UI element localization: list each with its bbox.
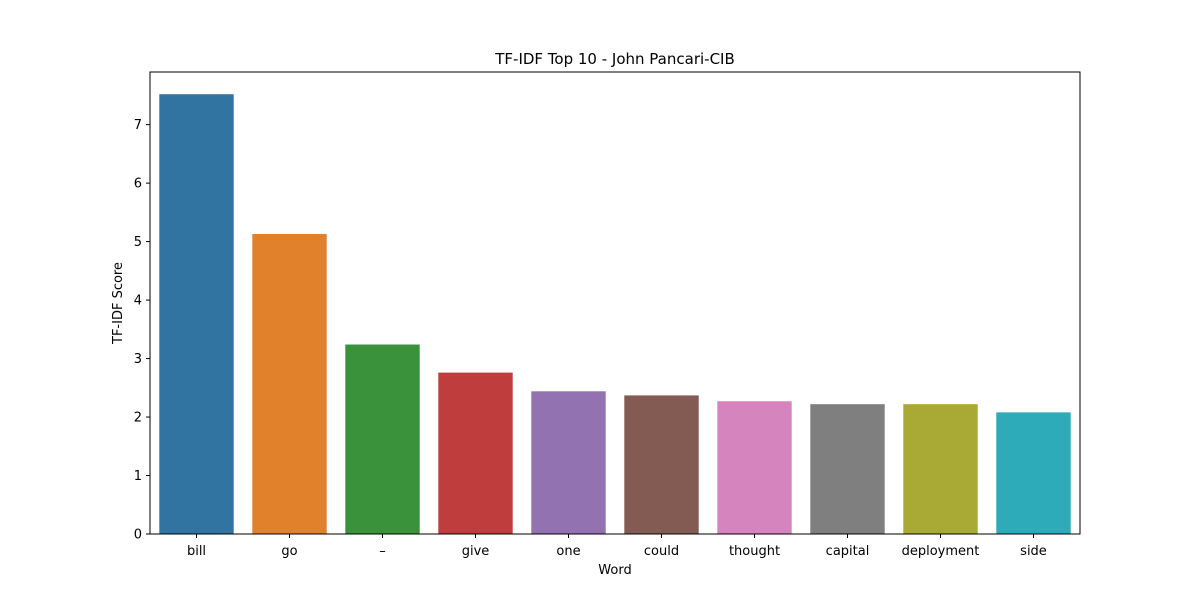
bar-2 bbox=[345, 344, 420, 534]
y-axis-ticks: 0 1 2 3 4 5 6 7 bbox=[134, 118, 150, 543]
x-tick-label: go bbox=[281, 544, 297, 559]
bar-3 bbox=[438, 372, 513, 534]
x-tick-label: give bbox=[462, 544, 490, 559]
y-tick-label: 7 bbox=[134, 118, 142, 133]
y-tick-label: 0 bbox=[134, 528, 142, 543]
y-tick-label: 6 bbox=[134, 177, 142, 192]
bar-8 bbox=[903, 404, 978, 534]
y-axis-label: TF-IDF Score bbox=[111, 262, 126, 345]
bar-5 bbox=[624, 395, 699, 534]
x-axis-ticks: bill go – give one could thought capital deploym… bbox=[187, 534, 1047, 559]
x-tick-label: thought bbox=[729, 544, 780, 559]
x-tick-label: bill bbox=[187, 544, 206, 559]
plot-frame bbox=[149, 71, 1081, 535]
y-tick-label: 4 bbox=[134, 294, 142, 309]
bar-9 bbox=[996, 412, 1071, 534]
x-tick-label: could bbox=[644, 544, 679, 559]
x-tick-label: – bbox=[379, 544, 386, 559]
x-tick-label: deployment bbox=[902, 544, 980, 559]
x-tick-label: side bbox=[1020, 544, 1047, 559]
bar-7 bbox=[810, 404, 885, 534]
bar-0 bbox=[159, 94, 234, 535]
y-tick-label: 1 bbox=[134, 469, 142, 484]
y-tick-label: 5 bbox=[134, 235, 142, 250]
bar-4 bbox=[531, 391, 606, 534]
x-axis-label: Word bbox=[598, 563, 631, 578]
bars-group bbox=[159, 94, 1071, 535]
y-tick-label: 3 bbox=[134, 352, 142, 367]
bar-6 bbox=[717, 401, 792, 534]
chart-title: TF-IDF Top 10 - John Pancari-CIB bbox=[494, 50, 735, 68]
x-tick-label: one bbox=[556, 544, 580, 559]
x-tick-label: capital bbox=[826, 544, 870, 559]
bar-1 bbox=[252, 233, 327, 534]
y-tick-label: 2 bbox=[134, 411, 142, 426]
